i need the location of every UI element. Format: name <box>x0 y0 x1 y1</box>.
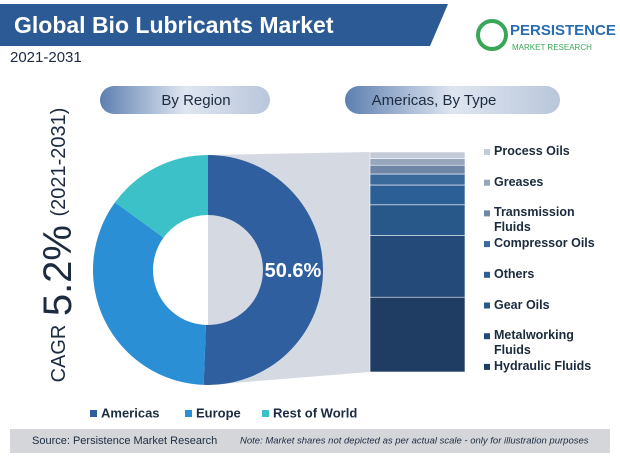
legend-swatch <box>262 410 269 417</box>
footer-band <box>10 429 610 453</box>
logo-icon <box>476 19 508 51</box>
donut-slice <box>93 202 206 385</box>
bar-segment <box>369 173 466 186</box>
legend-label: Compressor Oils <box>494 236 595 251</box>
legend-swatch <box>484 210 490 217</box>
title-banner <box>0 4 448 46</box>
bar-segment <box>369 158 466 166</box>
legend-swatch <box>90 410 97 417</box>
section-title: Americas, By Type <box>372 92 497 109</box>
cagr-label: CAGR <box>48 325 70 383</box>
legend-label: Hydraulic Fluids <box>494 358 592 373</box>
legend-label: Americas <box>101 405 160 420</box>
legend-label: Others <box>494 266 535 281</box>
bar-segment <box>369 184 466 206</box>
bar-segment <box>369 164 466 175</box>
legend-swatch <box>484 271 490 278</box>
legend-swatch <box>484 363 490 370</box>
legend-swatch <box>484 302 490 309</box>
source: Source: Persistence Market Research <box>32 435 217 447</box>
cagr-value: 5.2% <box>36 225 80 316</box>
cagr-period: (2021-2031) <box>48 108 70 217</box>
section-title: By Region <box>161 92 230 109</box>
title: Global Bio Lubricants Market <box>14 12 334 38</box>
legend-swatch <box>484 179 490 186</box>
section-pill <box>345 86 560 114</box>
data-label: 50.6% <box>265 260 322 282</box>
legend-swatch <box>185 410 192 417</box>
legend-swatch <box>484 149 490 155</box>
legend-label: Greases <box>494 174 544 189</box>
section-pill <box>100 86 270 114</box>
note: Note: Market shares not depicted as per … <box>240 436 589 447</box>
legend-swatch <box>484 333 490 340</box>
legend-label: Europe <box>196 405 241 420</box>
bar-segment <box>369 235 466 298</box>
bar-segment <box>369 204 466 236</box>
subtitle: 2021-2031 <box>10 49 82 66</box>
donut-slice <box>203 155 323 385</box>
logo-tagline: MARKET RESEARCH <box>512 43 592 52</box>
legend-label: Metalworking Fluids <box>494 328 574 358</box>
logo-name: PERSISTENCE <box>510 22 616 39</box>
legend-label: Gear Oils <box>494 297 550 312</box>
bar-segment <box>369 151 466 159</box>
cagr: CAGR 5.2% (2021-2031) <box>36 108 80 383</box>
legend-label: Process Oils <box>494 144 570 158</box>
legend-label: Rest of World <box>273 405 357 420</box>
donut-slice <box>114 155 208 238</box>
legend-swatch <box>484 241 490 248</box>
bar-segment <box>369 296 466 373</box>
legend-label: Transmission Fluids <box>494 205 575 235</box>
